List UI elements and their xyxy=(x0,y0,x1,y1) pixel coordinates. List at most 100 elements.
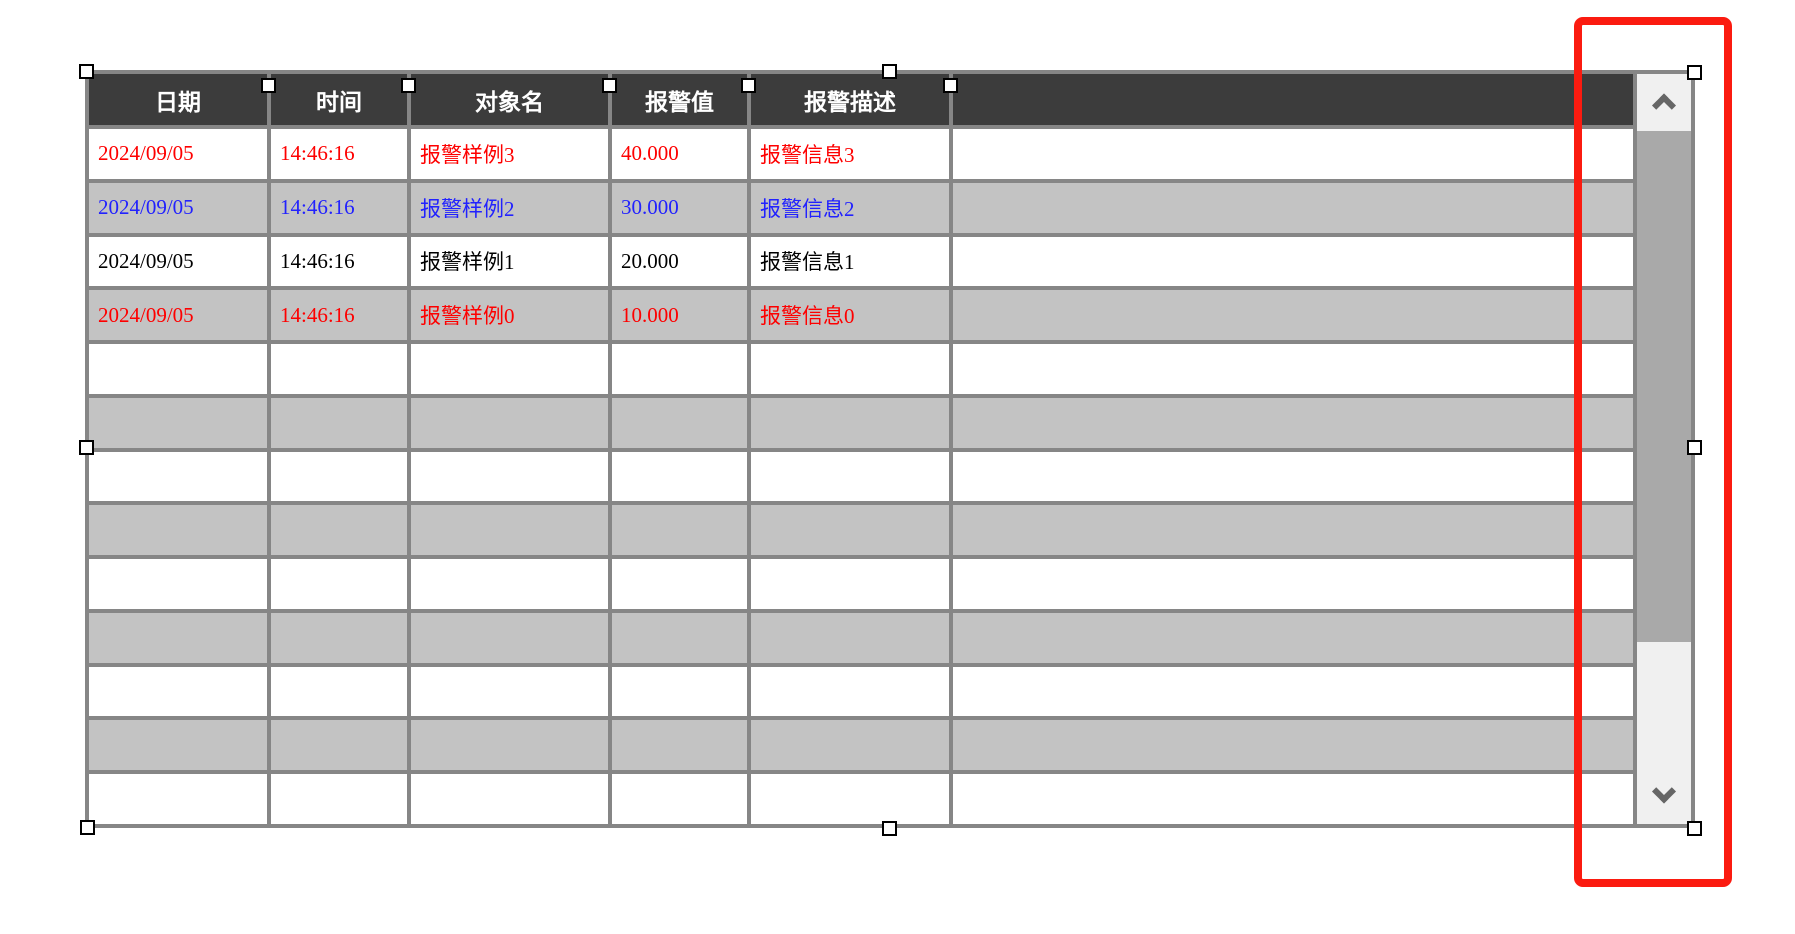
table-cell-date xyxy=(89,774,271,824)
table-row: 2024/09/05 14:46:16 报警样例1 20.000 报警信息1 xyxy=(89,232,1633,287)
selection-handle-top-right[interactable] xyxy=(1687,65,1702,80)
table-cell-alarm-value xyxy=(612,451,751,502)
table-cell-date xyxy=(89,559,271,609)
table-cell-alarm-value xyxy=(612,774,751,824)
table-cell-time xyxy=(271,666,411,717)
selection-handle-middle-left[interactable] xyxy=(79,440,94,455)
column-divider-handle-3[interactable] xyxy=(602,78,617,93)
table-header-row: 日期 时间 对象名 报警值 报警描述 xyxy=(89,74,1633,125)
selection-handle-bottom-center[interactable] xyxy=(882,821,897,836)
table-cell-time: 14:46:16 xyxy=(271,290,411,341)
table-cell-empty xyxy=(953,774,1633,824)
selection-handle-bottom-left[interactable] xyxy=(80,820,95,835)
table-cell-object-name: 报警样例3 xyxy=(411,129,612,179)
table-cell-time xyxy=(271,612,411,663)
scrollbar-track[interactable] xyxy=(1637,642,1691,824)
table-row xyxy=(89,555,1633,609)
table-cell-alarm-description xyxy=(751,344,953,394)
column-divider-handle-4[interactable] xyxy=(741,78,756,93)
table-cell-time xyxy=(271,451,411,502)
table-cell-alarm-description: 报警信息1 xyxy=(751,236,953,287)
table-cell-alarm-description: 报警信息0 xyxy=(751,290,953,341)
table-row xyxy=(89,716,1633,771)
table-cell-alarm-value: 30.000 xyxy=(612,182,751,233)
table-cell-object-name: 报警样例2 xyxy=(411,182,612,233)
table-row xyxy=(89,662,1633,717)
table-cell-alarm-description xyxy=(751,451,953,502)
table-cell-time xyxy=(271,774,411,824)
column-header-alarm-value: 报警值 xyxy=(612,74,751,125)
table-cell-object-name xyxy=(411,505,612,556)
table-cell-time xyxy=(271,720,411,771)
table-cell-alarm-value: 10.000 xyxy=(612,290,751,341)
table-cell-date xyxy=(89,666,271,717)
table-cell-alarm-description xyxy=(751,505,953,556)
table-cell-alarm-description xyxy=(751,612,953,663)
table-row xyxy=(89,770,1633,824)
table-cell-alarm-value xyxy=(612,559,751,609)
selection-handle-bottom-right[interactable] xyxy=(1687,821,1702,836)
table-cell-time xyxy=(271,344,411,394)
table-cell-empty xyxy=(953,183,1633,233)
table-cell-empty xyxy=(953,720,1633,770)
table-row: 2024/09/05 14:46:16 报警样例3 40.000 报警信息3 xyxy=(89,125,1633,179)
table-cell-date xyxy=(89,397,271,448)
table-cell-alarm-value xyxy=(612,505,751,556)
table-cell-empty xyxy=(953,237,1633,287)
table-row xyxy=(89,608,1633,663)
table-cell-empty xyxy=(953,344,1633,394)
scroll-up-button[interactable] xyxy=(1637,74,1691,131)
column-header-alarm-description: 报警描述 xyxy=(751,74,953,125)
scrollbar-thumb[interactable] xyxy=(1637,131,1691,642)
table-cell-alarm-value xyxy=(612,612,751,663)
table-cell-date: 2024/09/05 xyxy=(89,236,271,287)
table-cell-empty xyxy=(953,613,1633,663)
table-cell-alarm-description xyxy=(751,397,953,448)
selection-handle-top-center[interactable] xyxy=(882,64,897,79)
table-cell-time: 14:46:16 xyxy=(271,236,411,287)
table-cell-time: 14:46:16 xyxy=(271,182,411,233)
table-cell-alarm-value: 20.000 xyxy=(612,236,751,287)
table-cell-empty xyxy=(953,129,1633,179)
column-divider-handle-5[interactable] xyxy=(943,78,958,93)
table-row xyxy=(89,393,1633,448)
table-cell-date xyxy=(89,505,271,556)
table-cell-date: 2024/09/05 xyxy=(89,290,271,341)
column-header-time: 时间 xyxy=(271,74,411,125)
alarm-table-widget[interactable]: 日期 时间 对象名 报警值 报警描述 2024/09/05 14:46:16 报… xyxy=(85,70,1695,828)
column-divider-handle-1[interactable] xyxy=(261,78,276,93)
table-cell-object-name xyxy=(411,397,612,448)
chevron-down-icon xyxy=(1651,779,1677,804)
table-cell-alarm-description xyxy=(751,559,953,609)
table-cell-object-name: 报警样例1 xyxy=(411,236,612,287)
column-header-empty xyxy=(953,74,1633,125)
table-cell-alarm-value xyxy=(612,666,751,717)
table-cell-alarm-description xyxy=(751,720,953,771)
table-cell-alarm-description xyxy=(751,666,953,717)
table-cell-date xyxy=(89,344,271,394)
table-cell-empty xyxy=(953,398,1633,448)
table-cell-object-name xyxy=(411,720,612,771)
table-cell-time xyxy=(271,397,411,448)
table-cell-alarm-description: 报警信息2 xyxy=(751,182,953,233)
table-cell-alarm-value xyxy=(612,344,751,394)
selection-handle-middle-right[interactable] xyxy=(1687,440,1702,455)
table-rows: 2024/09/05 14:46:16 报警样例3 40.000 报警信息3 2… xyxy=(89,125,1633,824)
table-cell-date xyxy=(89,451,271,502)
table-row xyxy=(89,340,1633,394)
table-cell-date xyxy=(89,612,271,663)
table-cell-alarm-description xyxy=(751,774,953,824)
table-cell-alarm-value: 40.000 xyxy=(612,129,751,179)
table-scrollbar[interactable] xyxy=(1633,74,1691,824)
table-cell-object-name xyxy=(411,774,612,824)
table-cell-time xyxy=(271,505,411,556)
table-cell-time: 14:46:16 xyxy=(271,129,411,179)
table-cell-time xyxy=(271,559,411,609)
column-header-date: 日期 xyxy=(89,74,271,125)
table-cell-empty xyxy=(953,559,1633,609)
selection-handle-top-left[interactable] xyxy=(79,64,94,79)
table-cell-object-name xyxy=(411,612,612,663)
table-row xyxy=(89,447,1633,502)
column-divider-handle-2[interactable] xyxy=(401,78,416,93)
